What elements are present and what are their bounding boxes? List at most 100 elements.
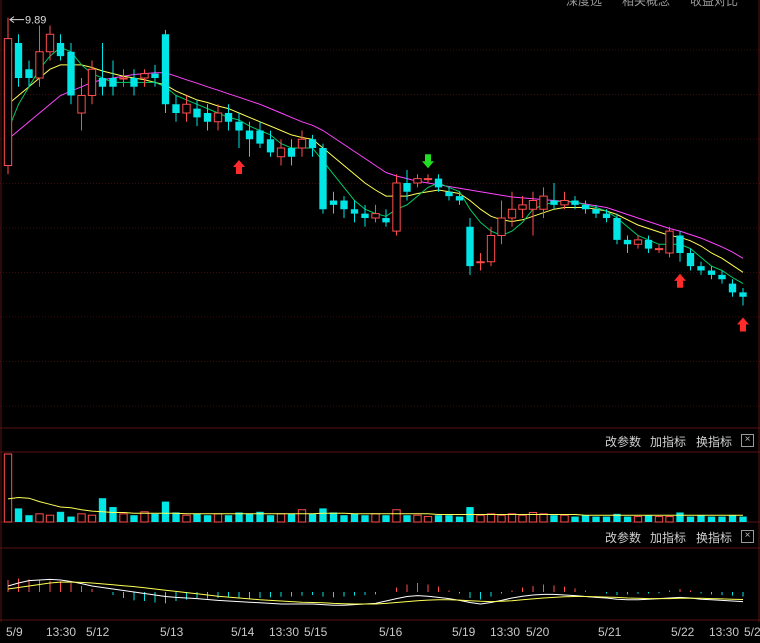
- volume-bar: [560, 514, 569, 523]
- volume-bar: [266, 515, 275, 522]
- candle-body-down: [697, 266, 705, 271]
- candle-body-down: [455, 196, 464, 201]
- volume-edit-params-button[interactable]: 改参数: [605, 435, 642, 449]
- volume-bar: [98, 498, 107, 522]
- volume-bar: [697, 515, 705, 522]
- volume-bar: [14, 508, 23, 522]
- candle-body-down: [466, 226, 474, 267]
- volume-bar: [476, 514, 485, 523]
- volume-bar: [371, 513, 380, 523]
- volume-bar: [445, 515, 453, 522]
- buy-arrow-icon: [737, 317, 749, 332]
- candle-body-down: [592, 209, 600, 214]
- volume-bar: [528, 511, 538, 523]
- candle-body-down: [613, 218, 621, 240]
- volume-bar: [140, 511, 149, 523]
- volume-bar: [518, 514, 527, 523]
- candle-body-up: [182, 103, 191, 114]
- tab-deep-select[interactable]: 深度选: [566, 0, 603, 8]
- x-axis-label: 5/15: [304, 625, 328, 639]
- volume-bar: [3, 453, 13, 523]
- volume-bar: [718, 516, 726, 522]
- candle-body-down: [109, 78, 117, 87]
- candle-body-up: [119, 77, 128, 80]
- candle-body-down: [245, 130, 254, 140]
- volume-bar: [707, 516, 716, 522]
- volume-bar: [654, 516, 664, 523]
- candle-body-down: [581, 204, 590, 210]
- candle-body-down: [718, 274, 726, 280]
- indicator-add-indicator-button[interactable]: 加指标: [650, 531, 687, 545]
- volume-bar: [403, 515, 411, 522]
- candle-body-up: [497, 217, 506, 236]
- high-marker-label: 9.89: [25, 15, 46, 27]
- osc-dea-line: [7, 581, 744, 605]
- candle-body-up: [654, 248, 664, 251]
- x-axis-label: 5/14: [231, 625, 255, 639]
- candle-body-down: [686, 253, 695, 267]
- volume-bar: [182, 514, 191, 523]
- candle-body-down: [403, 183, 411, 192]
- volume-bar: [25, 515, 33, 522]
- volume-bar: [276, 513, 286, 523]
- candle-body-down: [571, 200, 579, 205]
- volume-bar: [423, 516, 433, 523]
- candle-body-down: [350, 209, 359, 214]
- volume-bar: [203, 515, 212, 522]
- candle-body-down: [361, 213, 369, 218]
- volume-bar: [602, 516, 611, 522]
- candle-body-up: [87, 68, 97, 96]
- tab-related-concepts[interactable]: 相关概念: [622, 0, 671, 8]
- candle-body-down: [67, 51, 75, 96]
- volume-add-indicator-button[interactable]: 加指标: [650, 435, 687, 449]
- candle-body-up: [3, 38, 13, 166]
- volume-bar: [77, 513, 86, 523]
- volume-bar: [213, 513, 223, 523]
- high-marker-arrow-icon: [9, 16, 15, 24]
- volume-bar: [130, 515, 138, 522]
- volume-bar: [119, 513, 128, 523]
- x-axis-label: 5/22: [671, 625, 695, 639]
- candle-body-up: [140, 73, 149, 79]
- candle-body-down: [340, 200, 348, 210]
- candle-body-down: [224, 113, 233, 122]
- volume-bar: [633, 516, 643, 523]
- candle-body-up: [276, 147, 286, 158]
- volume-switch-indicator-button[interactable]: 换指标: [696, 435, 733, 449]
- volume-bar: [539, 513, 548, 523]
- volume-bar: [507, 513, 517, 523]
- candle-body-down: [151, 73, 159, 78]
- volume-ma-line: [7, 496, 743, 516]
- ma-mid-line: [7, 64, 744, 273]
- candle-body-down: [256, 130, 264, 144]
- volume-bar: [256, 511, 264, 522]
- candle-body-down: [329, 200, 338, 205]
- candle-body-down: [25, 69, 33, 78]
- volume-bar: [56, 511, 65, 522]
- buy-arrow-icon: [674, 273, 686, 288]
- indicator-close-icon[interactable]: ×: [741, 530, 754, 543]
- sell-arrow-icon: [422, 154, 434, 169]
- volume-bar: [644, 515, 653, 522]
- candle-body-down: [676, 235, 684, 253]
- volume-close-icon[interactable]: ×: [741, 434, 754, 447]
- candle-body-down: [287, 148, 296, 157]
- candle-body-down: [14, 43, 23, 78]
- volume-bar: [329, 512, 338, 522]
- volume-bar: [340, 515, 348, 522]
- tab-return-compare[interactable]: 收益对比: [690, 0, 739, 8]
- volume-bar: [550, 515, 558, 522]
- indicator-switch-indicator-button[interactable]: 换指标: [696, 531, 733, 545]
- candle-body-down: [161, 34, 170, 105]
- candle-body-down: [728, 283, 737, 293]
- x-axis-label: 13:30: [269, 625, 299, 639]
- candle-body-down: [235, 121, 243, 131]
- x-axis-label: 13:30: [490, 625, 520, 639]
- candle-body-down: [602, 213, 611, 218]
- candle-body-up: [560, 200, 569, 206]
- candle-body-up: [45, 33, 55, 53]
- indicator-edit-params-button[interactable]: 改参数: [605, 531, 642, 545]
- x-axis-label: 5/21: [598, 625, 622, 639]
- candle-body-down: [98, 78, 107, 87]
